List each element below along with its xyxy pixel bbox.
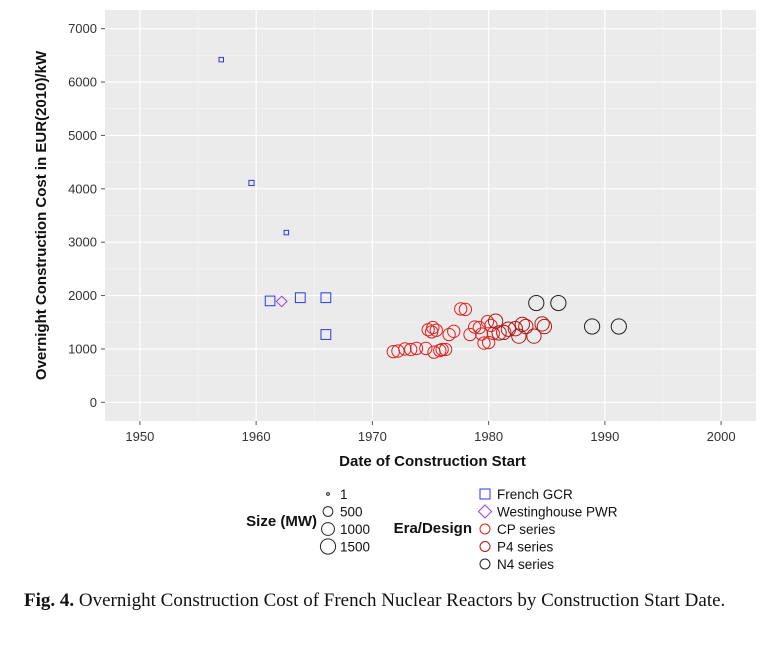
data-point (500, 321, 517, 337)
data-point (484, 318, 498, 333)
data-point (474, 327, 489, 341)
data-point (275, 295, 288, 308)
x-axis-title: Date of Construction Start (339, 453, 526, 470)
era-legend-label: P4 series (497, 540, 554, 555)
data-point (481, 335, 496, 350)
data-point (458, 302, 473, 317)
data-point (550, 294, 567, 312)
data-point (429, 323, 443, 337)
data-point (320, 329, 332, 340)
data-point (264, 295, 276, 307)
era-legend-title: Era/Design (394, 520, 472, 537)
data-point (486, 326, 500, 341)
data-point (435, 342, 449, 357)
data-point (283, 229, 290, 236)
data-point (409, 341, 424, 356)
size-legend-key (326, 492, 330, 496)
size-legend-label: 1000 (340, 522, 370, 537)
era-legend-key (479, 558, 491, 570)
data-point (534, 316, 550, 332)
x-tick-label: 1970 (358, 429, 387, 444)
era-legend-label: Westinghouse PWR (497, 505, 618, 520)
era-legend-key (479, 541, 491, 552)
size-legend-label: 1 (340, 487, 348, 502)
data-point (480, 315, 495, 329)
data-point (433, 343, 447, 358)
caption-text: Overnight Construction Cost of French Nu… (74, 590, 726, 611)
x-tick-label: 1950 (125, 429, 154, 444)
data-point (528, 294, 545, 312)
data-point (536, 318, 553, 335)
data-point (454, 302, 468, 316)
era-legend-label: N4 series (497, 557, 554, 572)
data-point (526, 328, 542, 344)
data-point (419, 341, 433, 356)
y-tick-label: 2000 (68, 288, 97, 303)
y-tick-label: 4000 (68, 181, 97, 196)
data-point (468, 320, 482, 334)
data-point (391, 344, 405, 358)
x-tick-label: 1990 (590, 429, 619, 444)
size-legend-title: Size (MW) (246, 513, 317, 530)
data-point (442, 327, 456, 342)
scatter-chart: 0 1000 2000 3000 4000 5000 6000 7000 1950 1960 197… (33, 10, 756, 572)
data-point (294, 292, 306, 304)
y-axis-title: Overnight Construction Cost in EUR(2010)… (33, 50, 50, 380)
size-legend-label: 500 (340, 505, 363, 520)
size-legend-label: 1500 (340, 540, 370, 555)
data-point (463, 327, 477, 342)
y-tick-label: 7000 (68, 21, 97, 36)
data-point (583, 318, 601, 335)
era-legend-key (479, 523, 491, 535)
data-point (518, 318, 534, 335)
data-point (438, 342, 453, 357)
data-point (320, 292, 332, 304)
data-point (404, 342, 418, 357)
era-legend-key (477, 504, 493, 519)
y-tick-label: 6000 (68, 75, 97, 90)
data-point (610, 318, 627, 335)
x-tick-label: 2000 (707, 429, 736, 444)
data-point (248, 179, 255, 187)
data-point (218, 56, 224, 63)
era-legend-label: French GCR (497, 487, 573, 502)
y-tick-label: 3000 (68, 235, 97, 250)
data-point (496, 324, 512, 341)
data-point (398, 342, 412, 356)
era-legend-key (479, 488, 491, 500)
caption-label: Fig. 4. (24, 590, 75, 611)
x-tick-label: 1960 (242, 429, 271, 444)
x-tick-label: 1980 (474, 429, 503, 444)
figure-caption: Fig. 4. Overnight Construction Cost of F… (24, 588, 764, 614)
data-point (426, 320, 440, 335)
size-legend-key (321, 522, 335, 536)
data-point (447, 324, 461, 338)
data-point (477, 336, 491, 350)
y-tick-label: 1000 (68, 341, 97, 356)
y-tick-label: 5000 (68, 128, 97, 143)
size-legend-key (319, 538, 337, 555)
data-point (514, 316, 530, 333)
era-legend-label: CP series (497, 522, 556, 537)
y-tick-label: 0 (90, 395, 97, 410)
data-point (487, 313, 504, 329)
data-point (491, 325, 507, 341)
size-legend-key (322, 506, 334, 517)
